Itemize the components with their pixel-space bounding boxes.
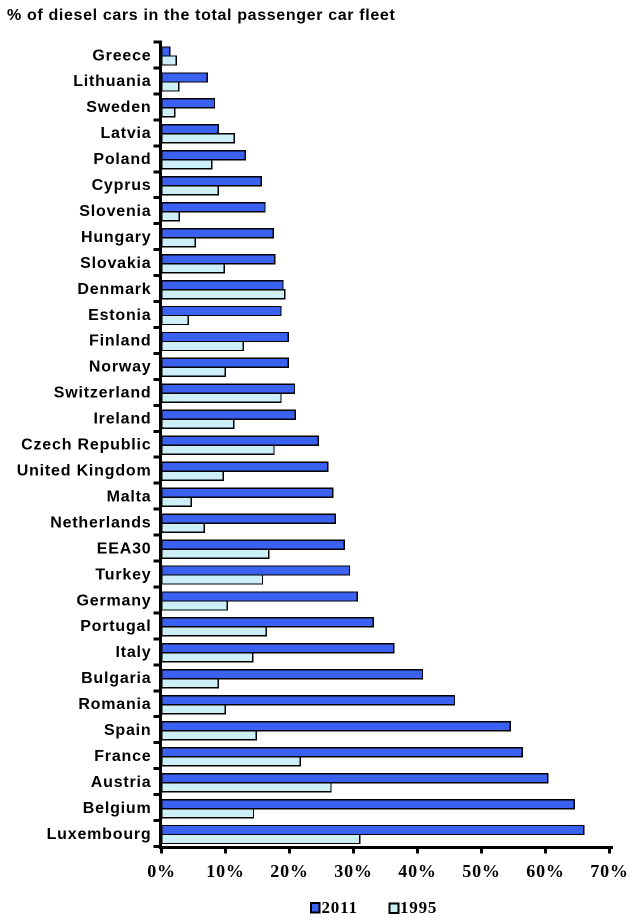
svg-text:2011: 2011 (322, 898, 358, 917)
svg-text:60%: 60% (526, 861, 564, 881)
svg-text:Malta: Malta (107, 489, 152, 506)
svg-text:% of diesel cars in the total: % of diesel cars in the total passenger … (7, 7, 395, 24)
svg-text:30%: 30% (334, 861, 372, 881)
svg-text:10%: 10% (206, 861, 244, 881)
svg-text:United Kingdom: United Kingdom (17, 463, 152, 480)
svg-text:France: France (94, 748, 151, 765)
svg-text:Switzerland: Switzerland (54, 385, 152, 402)
svg-text:Belgium: Belgium (83, 800, 152, 817)
svg-text:Slovenia: Slovenia (79, 203, 151, 220)
svg-text:1995: 1995 (400, 898, 437, 917)
svg-text:0%: 0% (147, 861, 176, 881)
svg-text:Cyprus: Cyprus (92, 177, 152, 194)
svg-text:Greece: Greece (92, 47, 151, 64)
svg-text:50%: 50% (462, 861, 500, 881)
svg-text:Lithuania: Lithuania (73, 73, 151, 90)
svg-text:Ireland: Ireland (93, 411, 151, 428)
svg-text:Norway: Norway (89, 359, 152, 376)
svg-text:Portugal: Portugal (80, 618, 151, 635)
svg-text:Finland: Finland (89, 333, 151, 350)
svg-text:40%: 40% (398, 861, 436, 881)
svg-text:Estonia: Estonia (88, 307, 151, 324)
svg-text:20%: 20% (270, 861, 308, 881)
svg-text:Latvia: Latvia (100, 125, 151, 142)
svg-text:Turkey: Turkey (95, 566, 151, 583)
svg-text:Netherlands: Netherlands (50, 514, 151, 531)
svg-text:Sweden: Sweden (86, 99, 151, 116)
svg-text:Bulgaria: Bulgaria (81, 670, 151, 687)
svg-text:Czech Republic: Czech Republic (21, 437, 151, 454)
svg-text:70%: 70% (590, 861, 628, 881)
svg-text:Spain: Spain (104, 722, 152, 739)
svg-text:Slovakia: Slovakia (80, 255, 151, 272)
svg-text:Germany: Germany (77, 592, 152, 609)
svg-text:Hungary: Hungary (81, 229, 152, 246)
svg-text:Poland: Poland (93, 151, 151, 168)
svg-text:Austria: Austria (91, 774, 152, 791)
svg-text:Luxembourg: Luxembourg (47, 826, 152, 843)
svg-text:Romania: Romania (78, 696, 151, 713)
svg-text:Italy: Italy (115, 644, 151, 661)
svg-text:Denmark: Denmark (77, 281, 151, 298)
svg-text:EEA30: EEA30 (97, 540, 152, 557)
